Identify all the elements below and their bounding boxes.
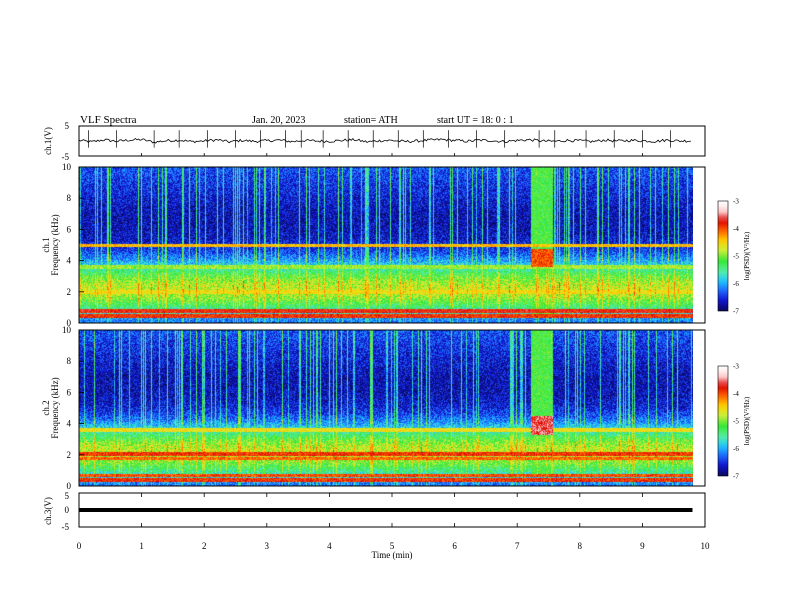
ch2-spectrogram-panel: 0 2 4 6 8 10 Frequency (kHz) ch.2 <box>41 325 706 491</box>
ch2-colorbar-tick-4: -7 <box>733 473 739 481</box>
figure-title: VLF Spectra <box>80 114 137 126</box>
ch2-colorbar-label: log(PSD)(V²/Hz) <box>743 396 751 445</box>
ch1-ytick-label-5: 10 <box>62 162 72 172</box>
ch1-spectrogram-frame <box>78 166 706 324</box>
ch1-ytick-label-3: 6 <box>67 224 72 234</box>
ch1-ytick-bottom: -5 <box>62 152 70 162</box>
ch1-colorbar-tick-1: -4 <box>733 225 739 233</box>
ch3-ytick-0: 0 <box>65 505 70 515</box>
ch2-ytick-label-5: 10 <box>62 325 72 335</box>
station-label: station= ATH <box>344 115 398 126</box>
ch2-colorbar-tick-2: -5 <box>733 418 739 426</box>
ch2-colorbar-tick-3: -6 <box>733 445 739 453</box>
ch1-channel-label: ch.1 <box>41 237 51 252</box>
time-tick-label-3: 3 <box>265 541 270 551</box>
ch2-colorbar-ticks: -3 -4 -5 -6 -7 <box>733 363 739 481</box>
ch3-ytick-neg5: -5 <box>62 522 70 532</box>
ch2-spectrogram-frame <box>78 329 706 487</box>
time-tick-label-0: 0 <box>77 541 82 551</box>
ch3-waveform-ylabel: ch.3(V) <box>43 497 53 525</box>
time-tick-label-5: 5 <box>390 541 395 551</box>
ch2-colorbar-tick-1: -4 <box>733 390 739 398</box>
ch2-colorbar: -3 -4 -5 -6 -7 log(PSD)(V²/Hz) <box>717 363 751 481</box>
ch1-colorbar-label: log(PSD)(V²/Hz) <box>743 231 751 280</box>
ch1-ytick-top: 5 <box>65 121 70 131</box>
time-tick-label-1: 1 <box>139 541 144 551</box>
ch1-waveform-series <box>78 130 706 156</box>
ch1-spectrogram-panel: 0 2 4 6 8 10 Frequency (kHz) ch.1 <box>41 162 706 328</box>
ch1-waveform-ylabel: ch.1(V) <box>43 127 53 155</box>
ch2-colorbar-tick-0: -3 <box>733 363 739 371</box>
ch1-colorbar-tick-0: -3 <box>733 198 739 206</box>
ch1-spectrogram-image <box>79 167 693 323</box>
ch2-ytick-label-2: 4 <box>67 419 72 429</box>
ch3-waveform-panel: 5 0 -5 ch.3(V) 0 1 2 3 4 5 6 7 8 9 10 Time (min) <box>43 491 710 560</box>
ch2-ytick-label-3: 6 <box>67 387 72 397</box>
time-axis-ticks: 0 1 2 3 4 5 6 7 8 9 10 <box>77 493 710 551</box>
ch1-colorbar-tick-4: -7 <box>733 308 739 316</box>
ch2-ytick-label-0: 0 <box>67 481 72 491</box>
ch2-spectrogram-image <box>79 330 693 486</box>
time-tick-label-10: 10 <box>701 541 711 551</box>
time-tick-label-8: 8 <box>578 541 583 551</box>
ch2-ytick-label-1: 2 <box>67 450 72 460</box>
ch1-ytick-label-2: 4 <box>67 256 72 266</box>
time-tick-label-6: 6 <box>452 541 457 551</box>
ch1-colorbar-tick-3: -6 <box>733 280 739 288</box>
ch1-colorbar-tick-2: -5 <box>733 253 739 261</box>
ch1-spectrogram-ylabel: Frequency (kHz) <box>50 214 60 275</box>
ch1-spectrogram-yticks: 0 2 4 6 8 10 <box>62 162 84 328</box>
ch1-waveform-line <box>78 137 691 144</box>
time-tick-label-9: 9 <box>640 541 645 551</box>
ch1-colorbar: -3 -4 -5 -6 -7 log(PSD)(V²/Hz) <box>717 198 751 316</box>
ch2-channel-label: ch.2 <box>41 400 51 415</box>
ch2-spectrogram-yticks: 0 2 4 6 8 10 <box>62 325 84 491</box>
ch3-ytick-5: 5 <box>65 491 70 501</box>
start-ut-label: start UT = 18: 0 : 1 <box>437 115 514 126</box>
ch2-spectrogram-ylabel: Frequency (kHz) <box>50 377 60 438</box>
ch1-waveform-panel: 5 -5 ch.1(V) <box>43 121 706 162</box>
time-tick-label-7: 7 <box>515 541 520 551</box>
ch1-ytick-label-0: 0 <box>67 318 72 328</box>
ch1-colorbar-ticks: -3 -4 -5 -6 -7 <box>733 198 739 316</box>
date-label: Jan. 20, 2023 <box>252 115 305 126</box>
ch2-ytick-label-4: 8 <box>67 356 72 366</box>
ch1-ytick-label-1: 2 <box>67 287 72 297</box>
ch1-ytick-label-4: 8 <box>67 193 72 203</box>
time-tick-label-2: 2 <box>202 541 207 551</box>
time-axis-label: Time (min) <box>372 550 413 560</box>
time-tick-label-4: 4 <box>327 541 332 551</box>
